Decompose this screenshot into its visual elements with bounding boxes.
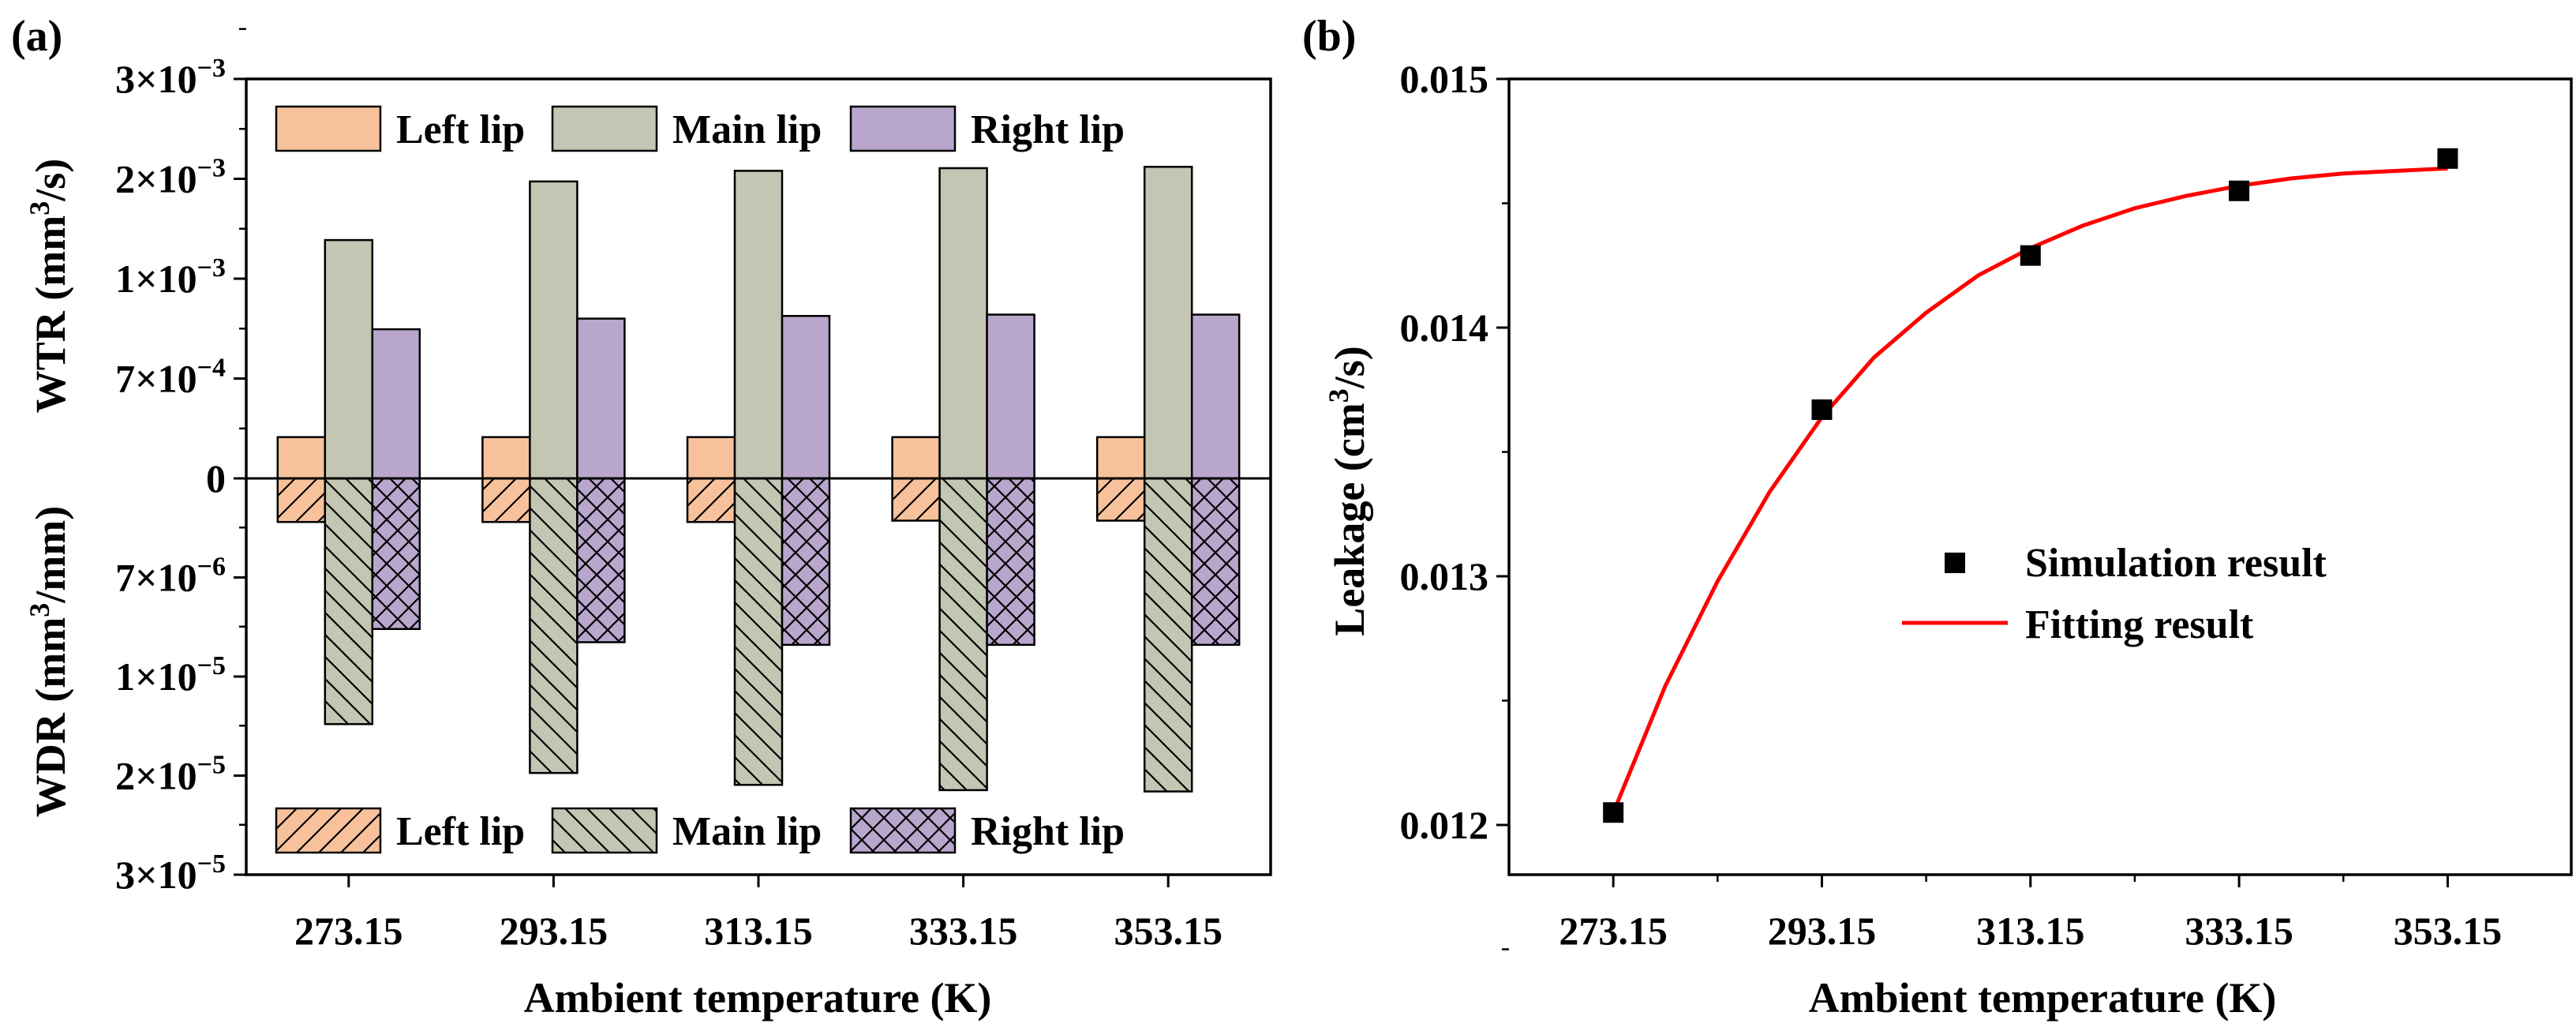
legend-swatch-right-lip <box>849 807 957 854</box>
y-tick-upper-4: 3×10−3 <box>115 54 226 101</box>
y-tick-upper-0: 0 <box>206 456 226 501</box>
data-point <box>2437 148 2458 169</box>
panel-a-label: (a) <box>11 12 62 61</box>
bar-lower-main-lip <box>733 477 784 786</box>
x-tick-label: 273.15 <box>294 909 403 953</box>
bar-upper-main-lip <box>324 238 374 480</box>
y-axis-label-upper: WTR (mm3/s) <box>24 159 74 413</box>
legend-top: Left lip Main lip Right lip <box>275 105 1125 152</box>
bar-upper-main-lip <box>529 180 578 480</box>
bar-upper-main-lip <box>1143 166 1193 480</box>
data-point <box>2229 180 2250 201</box>
bar-upper-right-lip <box>371 328 421 480</box>
bar-upper-main-lip <box>938 167 988 480</box>
bar-lower-left-lip <box>686 477 736 523</box>
bar-lower-main-lip <box>324 477 374 725</box>
data-point <box>1811 399 1833 420</box>
y-tick-lower-2: 2×10−5 <box>115 751 226 798</box>
y-tick-upper-3: 2×10−3 <box>115 154 226 201</box>
legend-swatch-fill <box>552 107 657 151</box>
y-tick-lower-3: 3×10−5 <box>115 849 226 897</box>
x-ticks: 273.15 293.15 313.15 333.15 353.15 <box>294 875 1222 953</box>
legend-label-left-lip: Left lip <box>396 107 525 152</box>
y-tick-label: 0.012 <box>1400 803 1489 847</box>
legend-swatch-fill <box>276 107 380 151</box>
legend-swatch-main-lip <box>551 807 658 854</box>
bar-lower-right-lip <box>986 477 1035 647</box>
y-axis-label-b: Leakage (cm3/s) <box>1323 346 1373 635</box>
x-tick-label: 333.15 <box>2185 909 2293 953</box>
y-tick-upper-1: 7×10−4 <box>115 354 226 401</box>
legend-label-left-lip: Left lip <box>396 809 525 854</box>
x-ticks: 273.15 293.15 313.15 333.15 353.15 <box>1559 875 2502 953</box>
bar-upper-right-lip <box>576 317 626 480</box>
x-axis-label-a: Ambient temperature (K) <box>524 974 992 1022</box>
y-tick-upper-2: 1×10−3 <box>115 253 226 301</box>
legend-bottom: Left lip Main lip Right lip <box>275 807 1125 854</box>
bar-upper-right-lip <box>781 314 831 480</box>
bar-lower-right-lip <box>371 477 421 631</box>
legend-swatch-main-lip <box>551 105 658 152</box>
legend-label-simulation: Simulation result <box>2025 541 2327 586</box>
bar-lower-left-lip <box>1095 477 1146 522</box>
bar-lower-left-lip <box>891 477 941 522</box>
x-tick-label: 293.15 <box>1768 909 1877 953</box>
bar-upper-main-lip <box>733 170 784 480</box>
data-point <box>1603 802 1624 823</box>
x-tick-label: 313.15 <box>1976 909 2085 953</box>
bar-lower-left-lip <box>481 477 531 523</box>
bar-lower-right-lip <box>781 477 831 647</box>
bar-upper-left-lip <box>276 436 327 480</box>
bar-upper-right-lip <box>986 313 1035 480</box>
legend: Simulation result Fitting result <box>1902 541 2327 647</box>
legend-swatch-left-lip <box>275 807 382 854</box>
legend-label-main-lip: Main lip <box>672 107 822 152</box>
x-axis-label-b: Ambient temperature (K) <box>1809 974 2277 1022</box>
simulation-points <box>1603 148 2458 823</box>
panel-a: (a) 0 7×10−4 1×10−3 2×10−3 3×10−3 7×10−6 1×10−… <box>11 12 1272 1022</box>
legend-swatch-right-lip <box>849 105 957 152</box>
x-tick-label: 293.15 <box>500 909 608 953</box>
bar-lower-main-lip <box>1143 477 1193 793</box>
x-tick-label: 353.15 <box>1114 909 1222 953</box>
y-ticks: 0 7×10−4 1×10−3 2×10−3 3×10−3 7×10−6 1×10−5 2×1… <box>115 28 246 897</box>
y-tick-lower-1: 1×10−5 <box>115 651 226 699</box>
bar-upper-left-lip <box>481 436 531 480</box>
bar-upper-right-lip <box>1190 313 1241 480</box>
bar-lower-left-lip <box>276 477 327 523</box>
legend-label-right-lip: Right lip <box>971 809 1125 854</box>
legend-label-right-lip: Right lip <box>971 107 1125 152</box>
bars-group <box>276 166 1241 793</box>
y-tick-lower-0: 7×10−6 <box>115 553 226 600</box>
panel-b-label: (b) <box>1302 12 1356 61</box>
x-tick-label: 333.15 <box>909 909 1018 953</box>
bar-lower-main-lip <box>938 477 988 792</box>
panel-b: (b) 0.012 0.013 0.014 0.015 273.15 293.15 313… <box>1302 12 2573 1022</box>
y-tick-label: 0.013 <box>1400 554 1489 598</box>
legend-swatch-left-lip <box>275 105 382 152</box>
y-tick-label: 0.014 <box>1400 306 1489 350</box>
bar-lower-right-lip <box>1190 477 1241 647</box>
axes-frame <box>1507 77 2573 876</box>
y-axis-label-lower: WDR (mm3/mm) <box>24 506 74 817</box>
data-point <box>2020 245 2041 266</box>
bar-lower-right-lip <box>576 477 626 643</box>
bar-upper-left-lip <box>686 436 736 480</box>
x-tick-label: 273.15 <box>1559 909 1668 953</box>
legend-marker-simulation <box>1945 553 1965 573</box>
legend-swatch-fill <box>851 107 955 151</box>
y-ticks: 0.012 0.013 0.014 0.015 <box>1400 57 1509 950</box>
y-tick-label: 0.015 <box>1400 57 1489 101</box>
bar-lower-main-lip <box>529 477 578 774</box>
legend-label-fitting: Fitting result <box>2025 602 2254 647</box>
legend-label-main-lip: Main lip <box>672 809 822 854</box>
bar-upper-left-lip <box>891 436 941 480</box>
bar-upper-left-lip <box>1095 436 1146 480</box>
x-tick-label: 353.15 <box>2394 909 2503 953</box>
x-tick-label: 313.15 <box>704 909 813 953</box>
